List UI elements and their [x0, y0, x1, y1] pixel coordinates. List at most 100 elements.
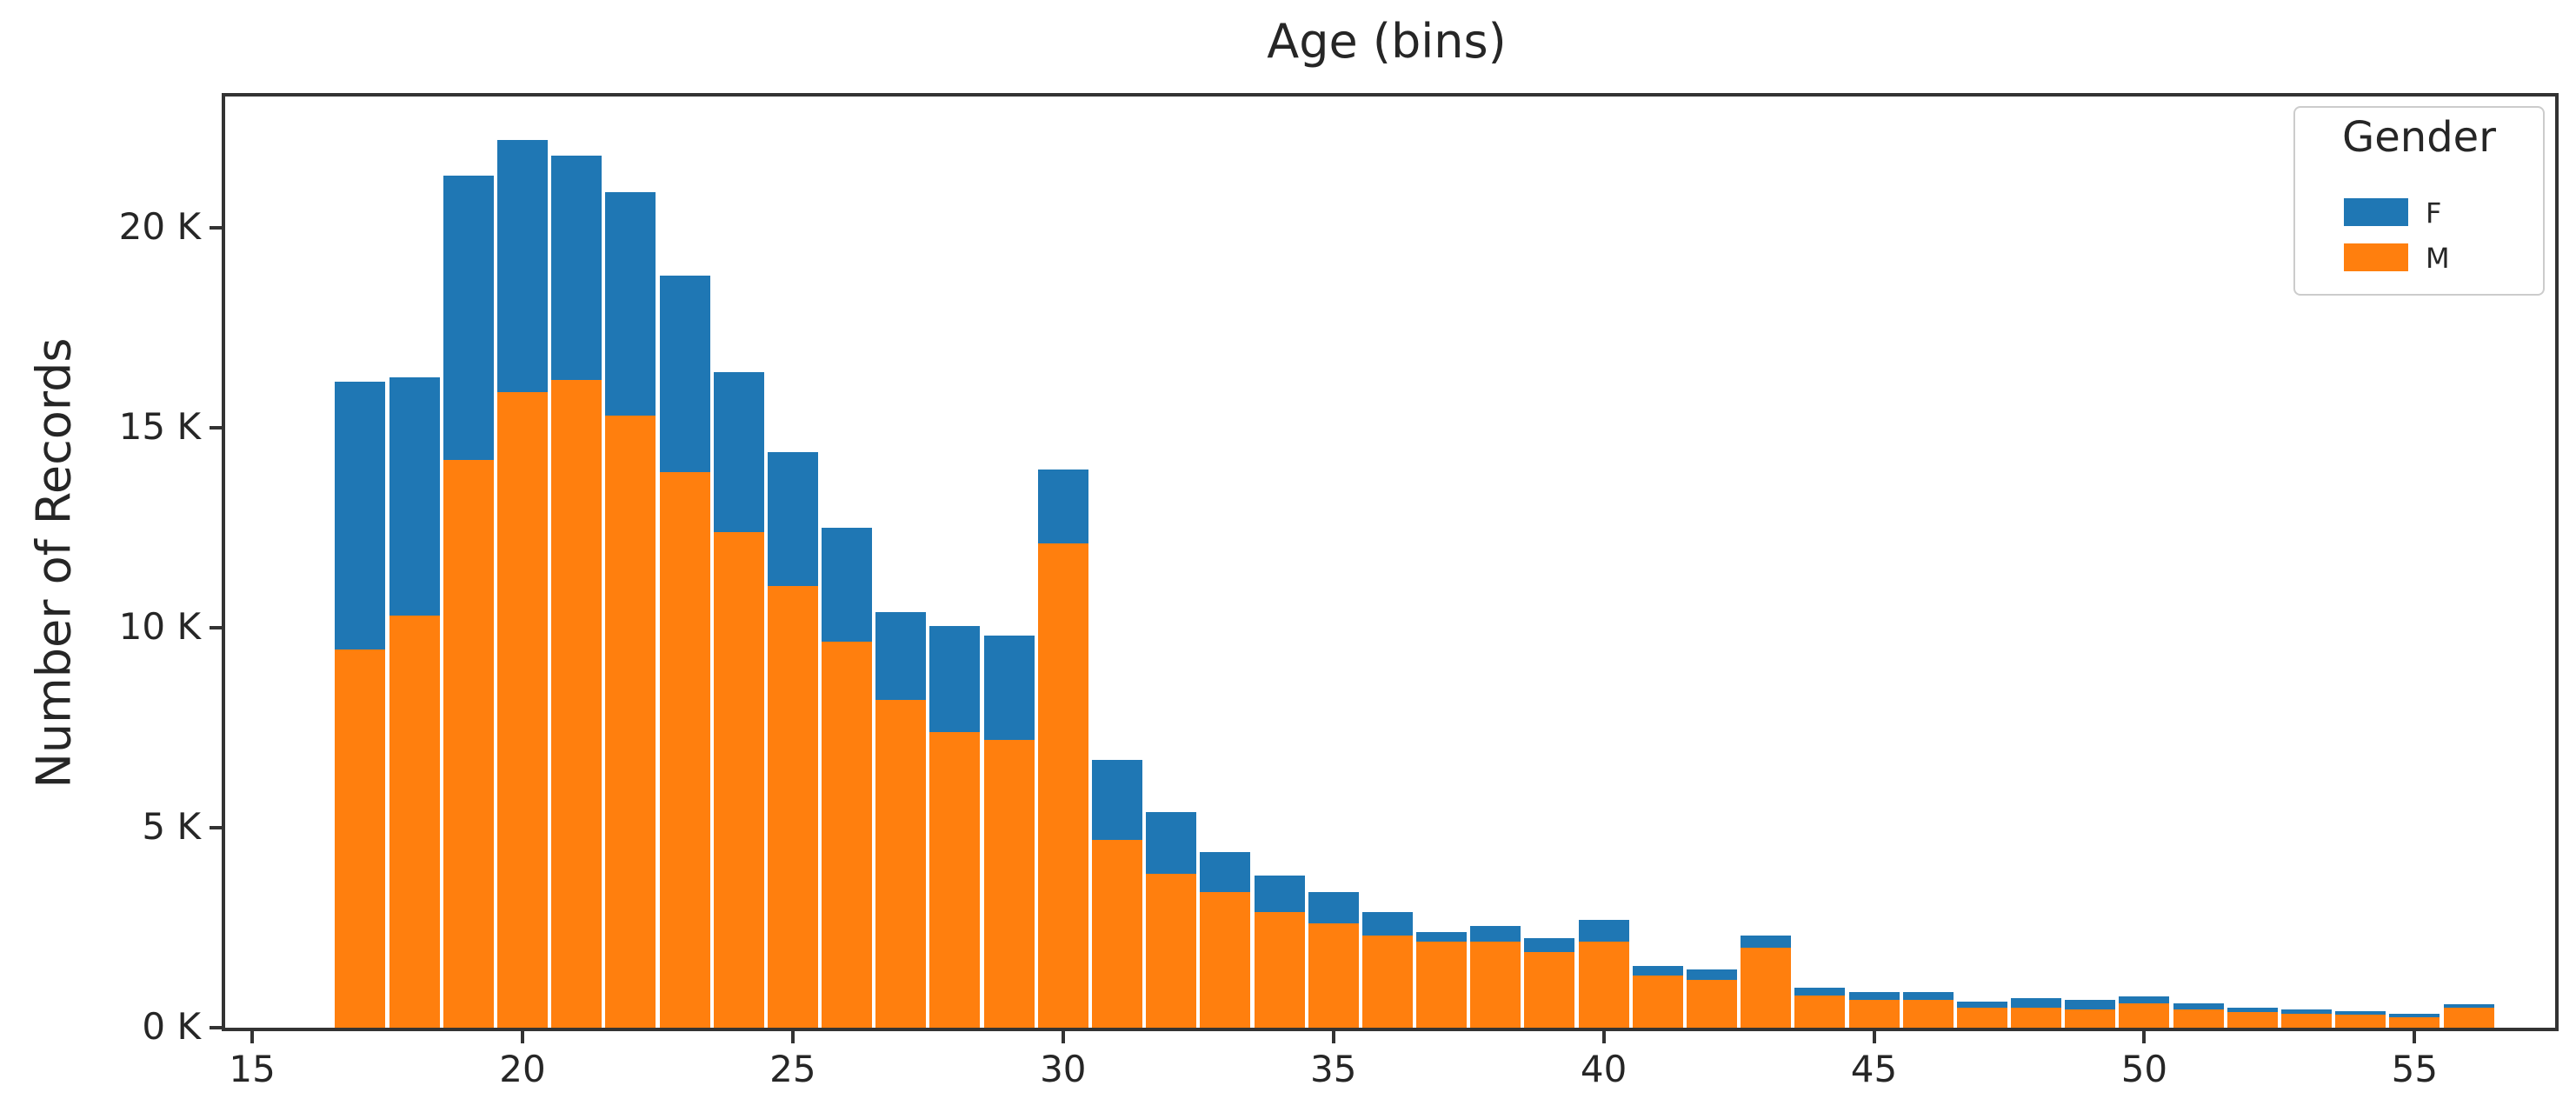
bar-age-27 [875, 611, 927, 1028]
y-tick-10000 [210, 625, 225, 629]
bar-segment-m-age-46 [1902, 999, 1954, 1028]
x-tick-label-40: 40 [1580, 1048, 1627, 1090]
bar-age-56 [2443, 1004, 2494, 1028]
x-tick-label-15: 15 [229, 1048, 276, 1090]
bar-segment-m-age-40 [1578, 942, 1629, 1028]
bar-segment-m-age-50 [2119, 1003, 2170, 1028]
x-tick-40 [1601, 1028, 1606, 1043]
bar-segment-f-age-47 [1956, 1002, 2007, 1008]
bar-age-37 [1416, 931, 1468, 1028]
bar-segment-f-age-38 [1470, 925, 1521, 942]
bar-age-22 [605, 191, 656, 1028]
bar-segment-m-age-22 [605, 416, 656, 1028]
x-tick-25 [790, 1028, 795, 1043]
bar-age-50 [2119, 996, 2170, 1028]
bar-age-47 [1956, 1002, 2007, 1028]
bar-segment-f-age-55 [2389, 1013, 2440, 1017]
bar-segment-m-age-38 [1470, 942, 1521, 1028]
bar-segment-f-age-46 [1902, 991, 1954, 1000]
bar-age-29 [983, 636, 1035, 1028]
bar-age-54 [2335, 1010, 2386, 1028]
bar-segment-f-age-40 [1578, 919, 1629, 942]
bar-segment-f-age-27 [875, 611, 927, 700]
bar-segment-f-age-21 [551, 156, 602, 380]
y-tick-label-5000: 5 K [142, 804, 201, 848]
bar-age-19 [443, 176, 494, 1028]
bar-age-28 [929, 625, 981, 1028]
bar-segment-m-age-20 [496, 391, 548, 1028]
bar-age-43 [1741, 936, 1792, 1028]
bar-age-53 [2280, 1009, 2332, 1028]
bar-segment-f-age-23 [659, 276, 710, 472]
x-tick-55 [2413, 1028, 2417, 1043]
bar-segment-m-age-51 [2173, 1009, 2224, 1028]
bar-age-55 [2389, 1013, 2440, 1028]
legend-label-m: M [2426, 242, 2450, 275]
bar-segment-m-age-37 [1416, 942, 1468, 1028]
bar-segment-f-age-54 [2335, 1010, 2386, 1015]
bar-age-24 [713, 371, 764, 1028]
bar-segment-m-age-44 [1794, 996, 1846, 1028]
bar-age-42 [1686, 969, 1737, 1028]
bar-segment-m-age-41 [1632, 976, 1683, 1028]
x-tick-35 [1331, 1028, 1335, 1043]
bar-age-26 [822, 527, 873, 1028]
bar-age-23 [659, 276, 710, 1028]
bar-segment-m-age-17 [335, 649, 386, 1028]
bar-segment-f-age-45 [1848, 991, 1900, 1000]
bar-segment-f-age-32 [1146, 811, 1197, 874]
bar-age-39 [1524, 937, 1575, 1028]
bar-segment-f-age-30 [1037, 470, 1088, 544]
bar-segment-m-age-19 [443, 459, 494, 1028]
bar-segment-f-age-31 [1091, 759, 1142, 840]
bar-segment-m-age-54 [2335, 1014, 2386, 1028]
bar-segment-f-age-42 [1686, 969, 1737, 980]
bar-segment-f-age-35 [1308, 891, 1359, 924]
y-tick-label-10000: 10 K [118, 604, 201, 648]
bar-segment-m-age-29 [983, 739, 1035, 1028]
bar-age-30 [1037, 470, 1088, 1028]
bar-segment-f-age-29 [983, 636, 1035, 740]
bar-age-36 [1361, 911, 1413, 1028]
bar-age-34 [1254, 876, 1305, 1028]
bar-age-52 [2227, 1008, 2278, 1028]
bar-segment-f-age-53 [2280, 1009, 2332, 1014]
bar-segment-f-age-37 [1416, 931, 1468, 942]
bar-segment-f-age-52 [2227, 1008, 2278, 1012]
bar-age-45 [1848, 991, 1900, 1028]
x-tick-label-25: 25 [769, 1048, 816, 1090]
bar-segment-f-age-26 [822, 527, 873, 643]
legend-swatch-m-icon [2344, 243, 2408, 271]
bar-segment-m-age-34 [1254, 911, 1305, 1028]
bar-segment-m-age-42 [1686, 979, 1737, 1028]
bar-segment-f-age-28 [929, 625, 981, 732]
y-tick-label-0: 0 K [142, 1005, 201, 1048]
bar-segment-f-age-41 [1632, 965, 1683, 976]
y-tick-15000 [210, 425, 225, 430]
bar-segment-m-age-31 [1091, 839, 1142, 1028]
x-tick-label-30: 30 [1040, 1048, 1087, 1090]
bar-segment-m-age-28 [929, 731, 981, 1028]
bar-segment-f-age-50 [2119, 996, 2170, 1004]
y-tick-label-15000: 15 K [118, 404, 201, 448]
bar-age-44 [1794, 988, 1846, 1028]
bar-segment-m-age-30 [1037, 543, 1088, 1028]
bar-segment-m-age-36 [1361, 936, 1413, 1028]
bar-age-41 [1632, 965, 1683, 1028]
bar-segment-m-age-26 [822, 642, 873, 1028]
y-tick-0 [210, 1026, 225, 1029]
bar-segment-f-age-44 [1794, 988, 1846, 996]
bar-age-25 [767, 451, 818, 1028]
bar-segment-m-age-27 [875, 699, 927, 1028]
bar-age-51 [2173, 1003, 2224, 1028]
bar-segment-f-age-48 [2011, 997, 2062, 1008]
bar-segment-f-age-49 [2065, 999, 2116, 1010]
bar-age-49 [2065, 999, 2116, 1028]
bar-segment-f-age-17 [335, 382, 386, 650]
bar-segment-m-age-33 [1200, 891, 1251, 1028]
bar-segment-f-age-39 [1524, 937, 1575, 952]
bar-age-35 [1308, 891, 1359, 1028]
bar-segment-f-age-20 [496, 139, 548, 392]
chart-title: Age (bins) [1267, 14, 1507, 69]
